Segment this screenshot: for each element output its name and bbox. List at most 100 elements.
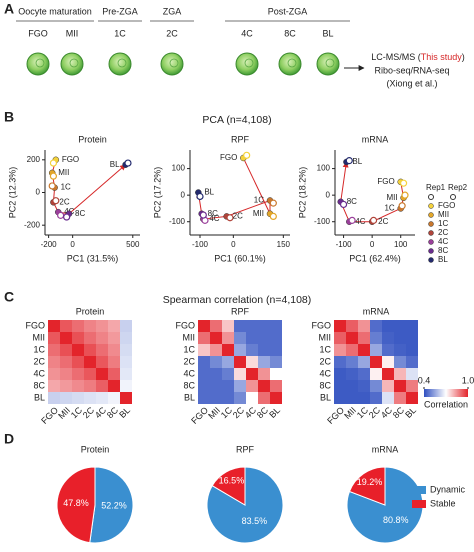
cell	[96, 320, 108, 332]
cell	[246, 344, 258, 356]
cell	[120, 392, 132, 404]
method-text: )	[462, 52, 465, 62]
cell	[84, 356, 96, 368]
cell	[334, 368, 346, 380]
legend-marker	[428, 248, 434, 254]
cell	[120, 332, 132, 344]
point-label: BL	[110, 160, 120, 169]
cell	[198, 356, 210, 368]
y-axis-label: PC2 (18.2%)	[297, 167, 307, 219]
col-label: BL	[117, 405, 132, 420]
cell	[406, 344, 418, 356]
row-label: FGO	[312, 320, 332, 330]
cell	[84, 368, 96, 380]
x-tick-label: 100	[394, 240, 408, 249]
cell	[394, 356, 406, 368]
row-label: 2C	[319, 356, 331, 366]
cell	[334, 320, 346, 332]
point	[199, 211, 207, 219]
panel-label: B	[4, 109, 14, 125]
point-label: BL	[204, 188, 214, 197]
legend-marker	[428, 230, 434, 236]
cell	[210, 356, 222, 368]
panel-label: A	[4, 1, 14, 17]
cell	[96, 380, 108, 392]
point	[399, 179, 408, 187]
point-label: MII	[386, 193, 397, 202]
cell	[370, 332, 382, 344]
cell	[72, 344, 84, 356]
row-label: 4C	[33, 368, 45, 378]
cell	[370, 356, 382, 368]
row-label: 8C	[33, 380, 45, 390]
cell	[346, 356, 358, 368]
cell	[334, 392, 346, 404]
point-label: 8C	[75, 209, 85, 218]
row-label: MII	[33, 332, 46, 342]
row-label: 8C	[319, 380, 331, 390]
group-label: Post-ZGA	[268, 6, 308, 16]
embryo	[60, 52, 84, 76]
cell	[406, 380, 418, 392]
cell	[258, 344, 270, 356]
value-label: 16.5%	[219, 476, 245, 486]
cell	[382, 356, 394, 368]
method-text: (Xiong et al.)	[386, 78, 437, 88]
point	[398, 202, 406, 210]
legend-marker	[428, 257, 434, 263]
cell	[72, 332, 84, 344]
legend-swatch	[412, 500, 426, 508]
cell	[382, 320, 394, 332]
point	[196, 192, 204, 201]
point	[57, 211, 65, 219]
cell	[394, 368, 406, 380]
point	[48, 182, 56, 190]
cell	[60, 368, 72, 380]
x-tick-label: -100	[192, 240, 209, 249]
row-label: MII	[319, 332, 332, 342]
cell	[222, 320, 234, 332]
point	[124, 159, 132, 167]
stage-label: 4C	[241, 28, 253, 38]
legend-header: Rep1	[426, 183, 446, 192]
cell	[84, 392, 96, 404]
point-label: MII	[253, 209, 264, 218]
x-axis-label: PC1 (31.5%)	[67, 253, 119, 263]
cell	[394, 392, 406, 404]
legend-marker	[428, 203, 434, 209]
embryo-core	[35, 58, 45, 68]
cell	[358, 368, 370, 380]
embryo-core	[287, 58, 297, 68]
embryo	[278, 52, 302, 76]
cell	[96, 332, 108, 344]
cell	[258, 320, 270, 332]
legend-label: FGO	[438, 201, 455, 210]
cell	[246, 380, 258, 392]
cell	[270, 368, 282, 380]
legend-label: MII	[438, 210, 449, 219]
cell	[198, 344, 210, 356]
cell	[270, 380, 282, 392]
cell	[270, 356, 282, 368]
point-label: 2C	[233, 212, 243, 221]
legend-marker	[428, 194, 434, 200]
cell	[120, 368, 132, 380]
cell	[84, 320, 96, 332]
point-label: 1C	[254, 196, 264, 205]
cell	[346, 392, 358, 404]
x-tick-label: -200	[41, 240, 58, 249]
point	[269, 212, 277, 221]
cell	[346, 320, 358, 332]
point	[369, 216, 378, 224]
point-label: 2C	[59, 197, 69, 206]
cell	[84, 380, 96, 392]
legend-label: 1C	[438, 219, 448, 228]
chart-title: Protein	[78, 134, 107, 144]
panel-label: D	[4, 431, 14, 447]
value-label: 83.5%	[242, 516, 268, 526]
embryo	[235, 52, 259, 76]
cell	[48, 380, 60, 392]
chart-title: mRNA	[372, 444, 399, 454]
cell	[234, 356, 246, 368]
cell	[334, 380, 346, 392]
